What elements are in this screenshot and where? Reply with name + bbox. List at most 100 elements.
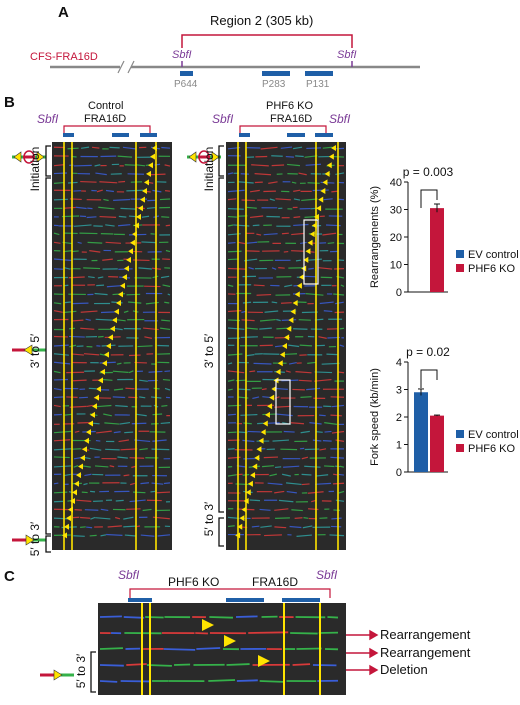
fiber-segment	[267, 482, 283, 486]
fork-arrowhead	[303, 256, 309, 263]
fiber-segment	[248, 267, 254, 270]
fiber-segment	[89, 250, 101, 253]
fiber-segment	[269, 198, 275, 201]
y-tick-label: 0	[396, 467, 402, 479]
initiation-icon	[12, 150, 46, 164]
fiber-segment	[72, 379, 87, 382]
fiber-segment	[324, 422, 338, 425]
fiber-segment	[53, 456, 70, 459]
fiber-segment	[263, 456, 279, 459]
fiber-segment	[120, 207, 137, 210]
fiber-segment	[288, 344, 300, 348]
y-tick-label: 20	[390, 232, 402, 244]
fiber-segment	[275, 517, 290, 520]
fiber-segment	[293, 146, 303, 150]
fiber-segment	[296, 534, 312, 537]
fork-arrowhead	[146, 170, 151, 177]
fiber-segment	[242, 301, 252, 304]
fiber-segment	[53, 353, 69, 356]
fork-arrowhead	[138, 205, 143, 212]
fiber-segment	[130, 482, 135, 486]
fork-arrowhead	[313, 213, 319, 220]
region-bracket	[50, 34, 420, 76]
fiber-segment	[330, 414, 342, 417]
fiber-segment	[227, 362, 233, 365]
fiber-segment	[227, 379, 235, 382]
fiber-segment	[94, 292, 108, 296]
fiber-segment	[262, 465, 274, 468]
y-tick-label: 3	[396, 385, 402, 397]
fiber-segment	[249, 215, 264, 219]
fiber-segment	[339, 465, 345, 468]
fiber-segment	[246, 206, 257, 209]
fork-arrowhead	[328, 153, 334, 160]
fork-arrowhead	[108, 334, 113, 341]
fiber-segment	[112, 370, 129, 373]
fiber-segment	[95, 172, 107, 176]
fiber-segment	[165, 190, 171, 192]
fiber-segment	[134, 439, 151, 443]
fork-arrowhead	[150, 153, 155, 160]
three-to-five-icon	[12, 344, 46, 356]
fiber-segment	[240, 413, 258, 416]
fork-arrowhead	[235, 532, 241, 539]
fiber-segment	[160, 327, 171, 331]
fiber-segment	[291, 509, 303, 512]
fiber-segment	[118, 215, 127, 218]
fork-arrowhead	[120, 282, 125, 289]
fiber-segment	[322, 146, 333, 149]
fork-arrowhead	[256, 446, 262, 453]
fiber-segment	[53, 181, 65, 184]
fiber-segment	[301, 473, 312, 476]
fiber-segment	[80, 310, 98, 313]
significance-bracket	[420, 189, 438, 208]
fiber-segment	[61, 215, 80, 218]
fiber-segment	[335, 439, 345, 442]
fiber-segment	[72, 250, 79, 253]
fork-arrowhead	[294, 291, 300, 298]
fiber-segment	[135, 413, 147, 417]
fiber-segment	[99, 181, 118, 184]
fork-arrowhead	[76, 472, 81, 479]
fiber-segment	[71, 319, 84, 322]
fiber-segment	[118, 180, 126, 183]
cfs-label: CFS-FRA16D	[30, 51, 98, 63]
fiber-segment	[274, 508, 289, 511]
fork-arrowhead	[318, 196, 324, 203]
fiber-segment	[99, 615, 122, 618]
fork-arrowhead	[112, 317, 117, 324]
fiber-segment	[264, 534, 282, 537]
fiber-segment	[293, 198, 301, 201]
fiber-segment	[260, 146, 278, 150]
fiber-segment	[86, 216, 97, 219]
fork-arrowhead	[311, 222, 317, 229]
highlight-box-rearrangement-2	[275, 379, 291, 425]
fork-arrowhead	[307, 239, 313, 246]
fork-arrowhead	[110, 325, 115, 332]
fiber-segment	[64, 413, 72, 416]
c-five-to-three-label: 5′ to 3′	[74, 653, 88, 689]
fiber-segment	[306, 147, 322, 150]
fiber-segment	[123, 616, 145, 619]
fiber-segment	[73, 164, 92, 167]
fork-arrowhead	[70, 497, 75, 504]
fork-arrowhead	[290, 308, 296, 315]
significance-bracket	[420, 369, 438, 388]
fiber-segment	[256, 233, 262, 236]
sbf-right-a: SbfI	[337, 49, 357, 61]
fiber-segment	[138, 267, 152, 270]
fiber-segment	[125, 387, 135, 390]
fiber-segment	[119, 421, 131, 425]
fiber-segment	[70, 353, 84, 356]
fork-arrowhead	[245, 489, 251, 496]
fiber-segment	[53, 491, 68, 494]
fiber-segment	[278, 267, 285, 269]
fiber-segment	[319, 414, 326, 417]
fork-arrowhead	[72, 489, 77, 496]
fiber-segment	[296, 647, 322, 650]
fork-arrowhead	[66, 515, 71, 522]
fiber-segment	[95, 517, 111, 520]
fiber-segment	[161, 216, 170, 218]
fiber-segment	[140, 534, 155, 537]
fiber-segment	[53, 439, 71, 442]
